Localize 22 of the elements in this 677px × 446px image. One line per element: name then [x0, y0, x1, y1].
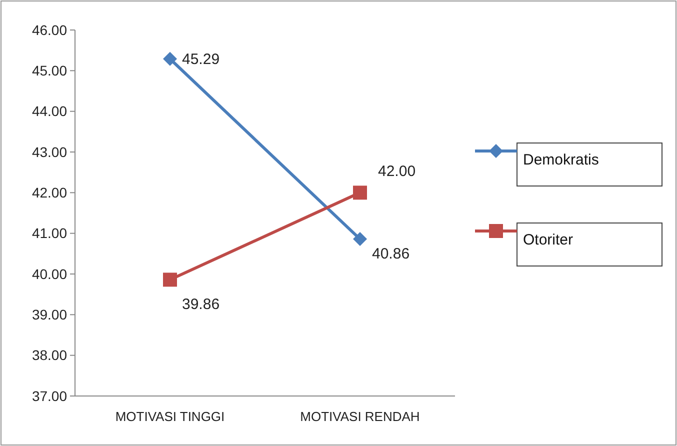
y-tick-label: 45.00: [32, 62, 68, 79]
data-label: 40.86: [372, 245, 410, 262]
point: [353, 232, 367, 246]
y-tick-label: 39.00: [32, 306, 68, 323]
y-tick-label: 46.00: [32, 22, 68, 38]
point: [163, 52, 177, 66]
legend-label: Demokratis: [523, 151, 599, 168]
y-tick-label: 40.00: [32, 266, 68, 282]
y-tick-label: 38.00: [32, 347, 68, 364]
y-tick-label: 41.00: [32, 225, 68, 242]
point: [163, 272, 177, 287]
x-tick-label: MOTIVASI TINGGI: [115, 409, 225, 424]
y-tick-label: 37.00: [32, 388, 68, 404]
x-tick-label: MOTIVASI RENDAH: [300, 409, 420, 424]
y-tick-label: 42.00: [32, 184, 68, 201]
data-label: 39.86: [182, 296, 220, 313]
data-label: 45.29: [182, 51, 220, 68]
data-label: 42.00: [378, 162, 416, 180]
y-tick-label: 43.00: [32, 144, 68, 160]
y-tick-label: 44.00: [32, 103, 68, 120]
legend-label: Otoriter: [523, 231, 574, 248]
point: [353, 186, 367, 200]
